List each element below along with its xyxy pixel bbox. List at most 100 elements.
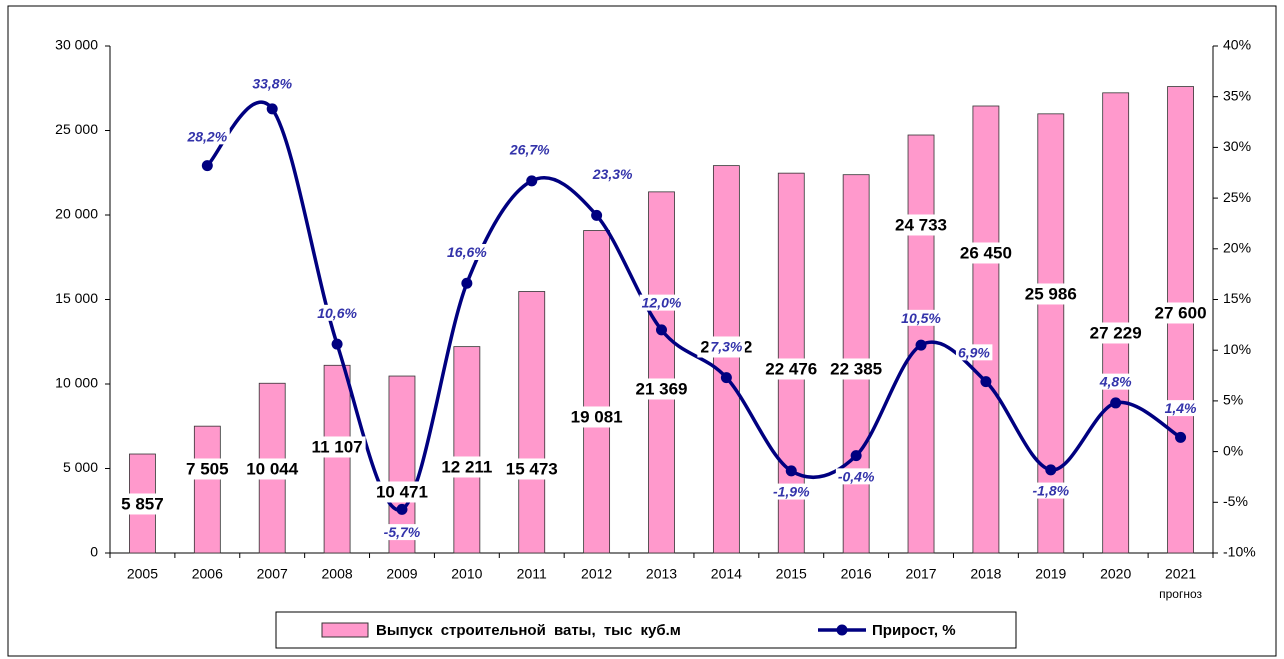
bar-label-bg: [1151, 302, 1210, 324]
legend-swatch: [321, 622, 369, 638]
y-tick-label: 20 000: [55, 206, 98, 222]
bar-value-label: 11 107: [312, 437, 363, 456]
x-tick-label: 2016: [841, 566, 872, 582]
x-tick-label: 2020: [1100, 566, 1131, 582]
bar-label-bg: [632, 378, 691, 400]
legend-box: [275, 611, 1017, 649]
x-tick-label: 2009: [386, 566, 417, 582]
bar-label-bg: [956, 242, 1015, 264]
x-tick-label: 2015: [776, 566, 807, 582]
bar-value-label: 5 857: [121, 494, 164, 513]
line-label-bg: [1162, 400, 1200, 417]
line-value-label: 1,4%: [1165, 400, 1197, 416]
line-value-label: 33,8%: [252, 76, 292, 92]
x-tick-label: 2013: [646, 566, 677, 582]
bar-value-label: 25 986: [1025, 284, 1077, 303]
bar: [518, 291, 546, 554]
bar-label-bg: [762, 358, 821, 380]
x-tick-label: 2006: [192, 566, 223, 582]
bar-value-label: 26 450: [960, 243, 1012, 262]
line-label-bg: [1096, 373, 1135, 390]
y2-tick-label: 40%: [1223, 37, 1251, 53]
bar-label-bg: [308, 436, 366, 458]
bar: [1037, 113, 1065, 554]
line-value-label: 12,0%: [642, 295, 682, 311]
bar-value-label: 7 505: [186, 459, 229, 478]
bar-label-bg: [1086, 322, 1145, 344]
line-label-bg: [770, 483, 813, 500]
line-value-label: 16,6%: [447, 244, 487, 260]
line-value-label: -0,4%: [838, 468, 875, 484]
line-value-label: 7,3%: [710, 338, 742, 354]
bar-label-bg: [1021, 283, 1080, 305]
line-value-label: -5,7%: [384, 524, 421, 540]
line-point: [591, 209, 603, 221]
bar: [583, 230, 611, 554]
bar-label-bg: [502, 458, 561, 480]
line-point: [656, 324, 667, 336]
x-tick-label: 2008: [322, 566, 353, 582]
line-point: [461, 277, 473, 289]
bar-label-bg: [438, 456, 496, 478]
y2-tick-label: 10%: [1223, 341, 1251, 357]
line-point: [1175, 431, 1187, 443]
y-tick-label: 10 000: [55, 375, 98, 391]
x-tick-label: 2005: [127, 566, 158, 582]
bar: [972, 105, 1000, 554]
legend-point: [836, 624, 848, 636]
bar-value-label: 22 385: [830, 359, 882, 378]
line-label-bg: [708, 338, 745, 355]
x-tick-label: 2014: [711, 566, 742, 582]
bar-value-label: 22 476: [765, 359, 817, 378]
line-label-bg: [835, 468, 877, 485]
bar: [388, 375, 416, 554]
line-point: [915, 339, 927, 351]
x-tick-label: 2019: [1035, 566, 1066, 582]
y2-tick-label: 0%: [1223, 442, 1243, 458]
y2-tick-label: 5%: [1223, 392, 1243, 408]
chart-frame: [7, 5, 1277, 657]
y2-tick-label: 20%: [1223, 240, 1251, 256]
x-tick-label: 2017: [905, 566, 936, 582]
bar-label-bg: [183, 458, 232, 480]
line-point: [331, 338, 343, 350]
bar: [712, 165, 740, 554]
bar-label-bg: [243, 458, 302, 480]
line-point: [396, 503, 408, 515]
line-point: [266, 103, 278, 115]
bar-value-label: 27 229: [1090, 323, 1142, 342]
bar-label-bg: [118, 493, 167, 515]
line-label-bg: [899, 309, 944, 326]
y-tick-label: 15 000: [55, 290, 98, 306]
bar-label-bg: [372, 481, 431, 503]
bar-value-label: 19 081: [571, 407, 623, 426]
line-point: [1045, 464, 1057, 476]
line-point: [201, 160, 213, 172]
x-annotation: прогноз: [1159, 587, 1202, 601]
bar: [648, 191, 675, 554]
x-tick-label: 2010: [451, 566, 482, 582]
line-value-label: -1,8%: [1033, 483, 1070, 499]
line-label-bg: [1030, 482, 1072, 499]
line-value-label: 6,9%: [958, 344, 990, 360]
y-tick-label: 30 000: [55, 37, 98, 53]
bar-value-label: 24 733: [895, 215, 947, 234]
line-label-bg: [250, 75, 295, 92]
line-label-bg: [955, 344, 993, 361]
line-point: [785, 465, 797, 477]
line-value-label: 10,6%: [317, 305, 357, 321]
line-label-bg: [445, 243, 490, 260]
line-value-label: 28,2%: [186, 128, 227, 144]
bar-value-label: 21 369: [636, 379, 688, 398]
y2-tick-label: 30%: [1223, 138, 1251, 154]
line-value-label: 26,7%: [509, 142, 550, 158]
y2-tick-label: 35%: [1223, 87, 1251, 103]
line-point: [850, 450, 862, 462]
y-tick-label: 0: [90, 544, 98, 560]
x-tick-label: 2021: [1165, 566, 1196, 582]
x-tick-label: 2007: [257, 566, 288, 582]
line-label-bg: [184, 128, 230, 145]
bar-value-label: 15 473: [506, 459, 558, 478]
x-tick-label: 2018: [970, 566, 1001, 582]
